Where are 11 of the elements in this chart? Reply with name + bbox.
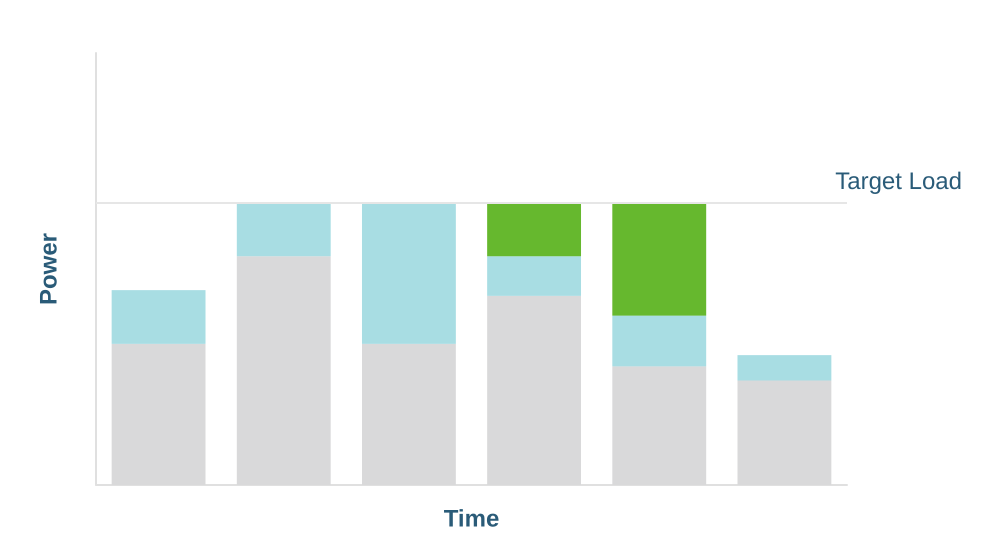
bar bbox=[362, 202, 456, 344]
bar bbox=[112, 290, 206, 344]
ref-line-label: Target Load bbox=[835, 168, 962, 196]
bar bbox=[487, 256, 582, 296]
y-axis-title: Power bbox=[36, 232, 62, 306]
bar bbox=[612, 316, 706, 366]
bar bbox=[612, 202, 706, 316]
bar bbox=[487, 202, 582, 256]
bar bbox=[737, 355, 832, 381]
bar bbox=[236, 202, 331, 256]
x-axis-title: Time bbox=[444, 506, 500, 532]
